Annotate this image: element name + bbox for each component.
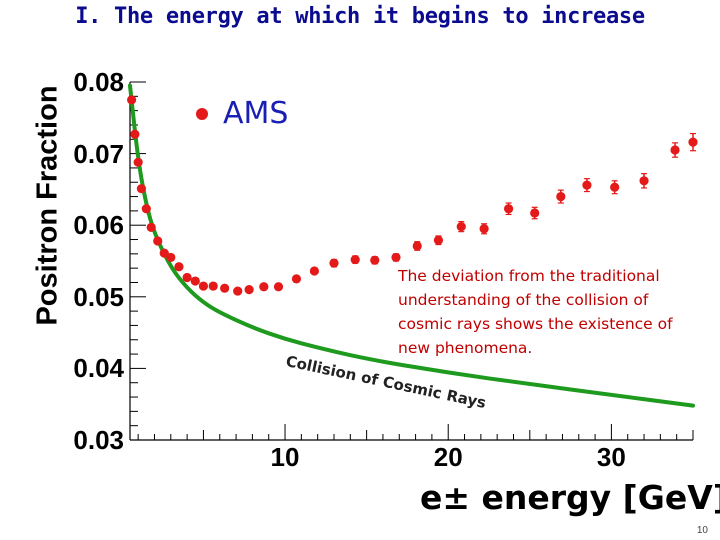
y-tick-label: 0.06 xyxy=(73,210,124,241)
data-point xyxy=(159,248,169,258)
ams-data-points xyxy=(127,95,698,296)
y-tick-label: 0.04 xyxy=(73,353,124,384)
data-point xyxy=(174,262,184,272)
data-point xyxy=(133,157,143,167)
data-point xyxy=(639,176,649,186)
data-point xyxy=(208,281,218,291)
y-tick-label: 0.07 xyxy=(73,138,124,169)
x-tick-label: 20 xyxy=(433,442,463,472)
chart-axes xyxy=(129,81,694,441)
data-point xyxy=(291,274,302,284)
slide-title: I. The energy at which it begins to incr… xyxy=(75,4,645,29)
data-point xyxy=(141,204,151,214)
data-point xyxy=(182,272,192,283)
data-point xyxy=(530,208,540,218)
data-point xyxy=(556,191,566,202)
y-tick-label: 0.03 xyxy=(73,425,124,455)
legend-label: AMS xyxy=(223,96,289,131)
data-point xyxy=(670,145,680,155)
data-point xyxy=(412,241,422,251)
data-point xyxy=(610,182,620,192)
y-axis-label: Positron Fraction xyxy=(31,84,64,326)
data-point xyxy=(166,252,176,263)
page-number: 10 xyxy=(696,525,708,536)
data-point xyxy=(146,222,156,232)
legend-marker xyxy=(196,107,208,120)
data-point xyxy=(370,255,380,265)
data-point xyxy=(350,254,360,265)
legend: AMS xyxy=(196,96,288,131)
data-point xyxy=(688,137,698,147)
data-point xyxy=(433,235,444,245)
y-axis-label-wrap: Positron Fraction xyxy=(30,75,66,335)
data-point xyxy=(198,281,209,291)
data-point xyxy=(309,266,320,276)
data-point xyxy=(329,258,339,268)
x-tick-label: 10 xyxy=(270,442,300,472)
y-tick-label: 0.05 xyxy=(73,281,124,312)
data-point xyxy=(273,282,284,292)
data-point xyxy=(233,286,243,296)
x-axis-label: e± energy [GeV] xyxy=(420,478,720,517)
data-point xyxy=(582,180,592,190)
y-tick-label: 0.08 xyxy=(73,67,124,97)
data-point xyxy=(130,129,140,139)
data-point xyxy=(220,283,230,293)
data-point xyxy=(136,184,147,194)
data-point xyxy=(244,285,254,295)
data-point xyxy=(153,236,163,246)
data-point xyxy=(479,224,489,234)
x-tick-label: 30 xyxy=(596,442,626,472)
data-point xyxy=(127,95,137,105)
data-point xyxy=(190,276,200,286)
data-point xyxy=(391,252,401,263)
data-point xyxy=(503,204,514,214)
data-point xyxy=(259,282,269,292)
data-point xyxy=(456,222,466,232)
deviation-annotation: The deviation from the traditional under… xyxy=(398,267,673,357)
